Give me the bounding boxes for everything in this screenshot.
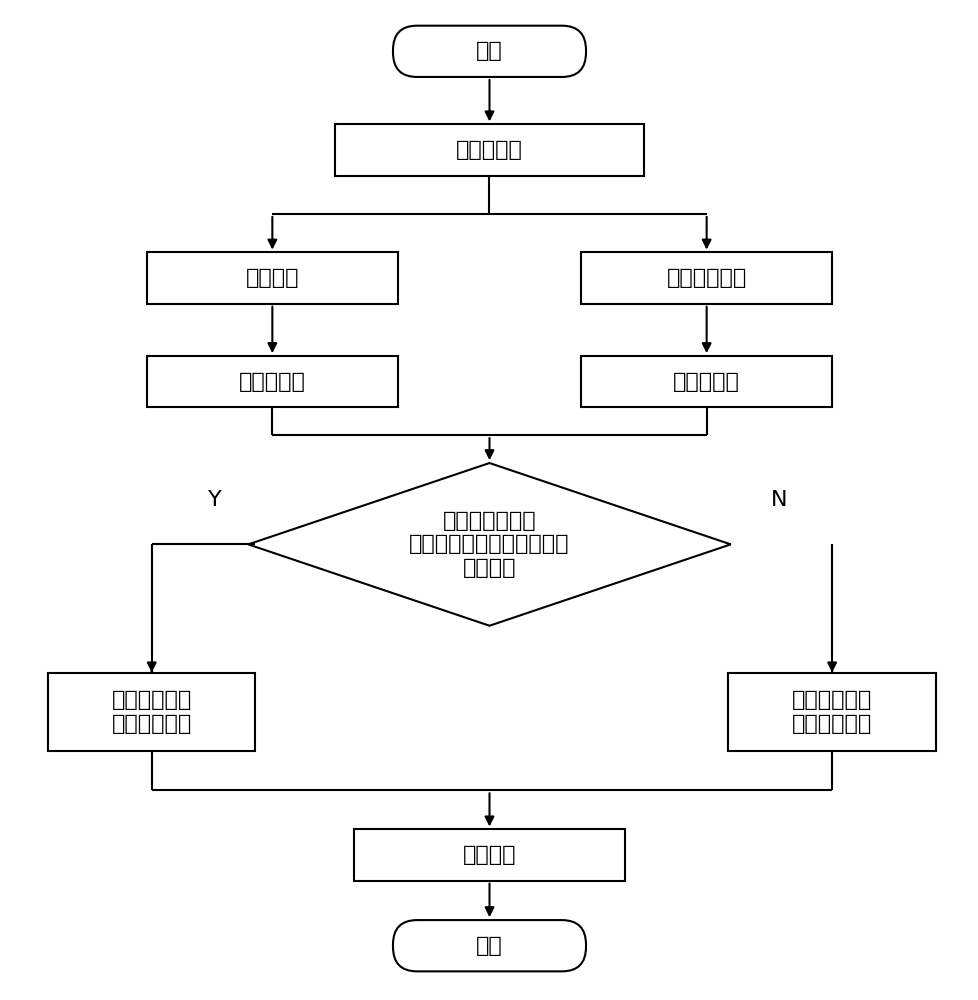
Text: 将抛物线顶点
作为最终定位: 将抛物线顶点 作为最终定位 xyxy=(111,690,192,734)
FancyBboxPatch shape xyxy=(392,920,586,971)
Bar xyxy=(147,252,397,304)
Text: 计算显著图: 计算显著图 xyxy=(239,372,305,392)
Text: 结束: 结束 xyxy=(475,936,503,956)
Text: N: N xyxy=(770,490,786,510)
Bar xyxy=(581,252,831,304)
Text: 提取特征: 提取特征 xyxy=(245,268,299,288)
Bar xyxy=(728,673,935,751)
Bar xyxy=(354,829,624,881)
FancyBboxPatch shape xyxy=(392,26,586,77)
Bar xyxy=(48,673,255,751)
Polygon shape xyxy=(248,463,730,626)
Text: 窗口扫描结果
作为最终定位: 窗口扫描结果 作为最终定位 xyxy=(791,690,871,734)
Text: 图像预处理: 图像预处理 xyxy=(456,140,522,160)
Bar xyxy=(147,356,397,407)
Bar xyxy=(334,124,644,176)
Text: 拟合抛物线: 拟合抛物线 xyxy=(673,372,739,392)
Text: Y: Y xyxy=(207,490,221,510)
Text: 提血管骨架线: 提血管骨架线 xyxy=(666,268,746,288)
Text: 输出结果: 输出结果 xyxy=(463,845,515,865)
Text: 开始: 开始 xyxy=(475,41,503,61)
Bar xyxy=(581,356,831,407)
Text: 抛物线顶点邻域
的显著度高于眼底图像的平
均显著度: 抛物线顶点邻域 的显著度高于眼底图像的平 均显著度 xyxy=(409,511,569,578)
